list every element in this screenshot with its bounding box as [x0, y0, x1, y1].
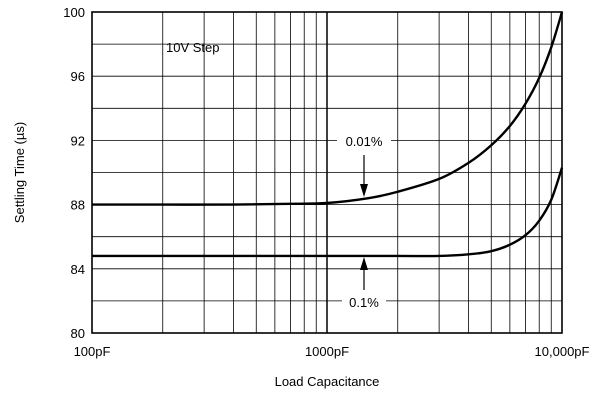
x-tick-label: 100pF [74, 344, 111, 359]
y-axis-label: Settling Time (µs) [12, 122, 27, 223]
y-tick-label: 88 [71, 198, 85, 213]
grid [92, 12, 562, 333]
x-tick-label: 1000pF [305, 344, 349, 359]
series-a-label-bg [337, 132, 391, 150]
series-a-annotation: 0.01% [346, 134, 383, 149]
y-tick-label: 92 [71, 133, 85, 148]
y-tick-label: 96 [71, 69, 85, 84]
y-tick-label: 80 [71, 326, 85, 341]
series-line-2 [92, 167, 564, 258]
series-layer [91, 11, 564, 258]
y-tick-label: 84 [71, 262, 85, 277]
series-b-arrow-head [360, 257, 368, 270]
step-annotation: 10V Step [166, 40, 220, 55]
y-tick-label: 100 [63, 5, 85, 20]
series-a-arrow-head [360, 184, 368, 197]
series-b-annotation: 0.1% [349, 295, 379, 310]
x-tick-label: 10,000pF [535, 344, 590, 359]
x-axis-label: Load Capacitance [275, 374, 380, 389]
plot-frame [91, 11, 563, 334]
tick-labels: 80 84 88 92 96 100 100pF 1000pF 10,000pF [63, 5, 589, 359]
series-line-1 [91, 11, 564, 206]
series-b-label-bg [342, 293, 386, 311]
